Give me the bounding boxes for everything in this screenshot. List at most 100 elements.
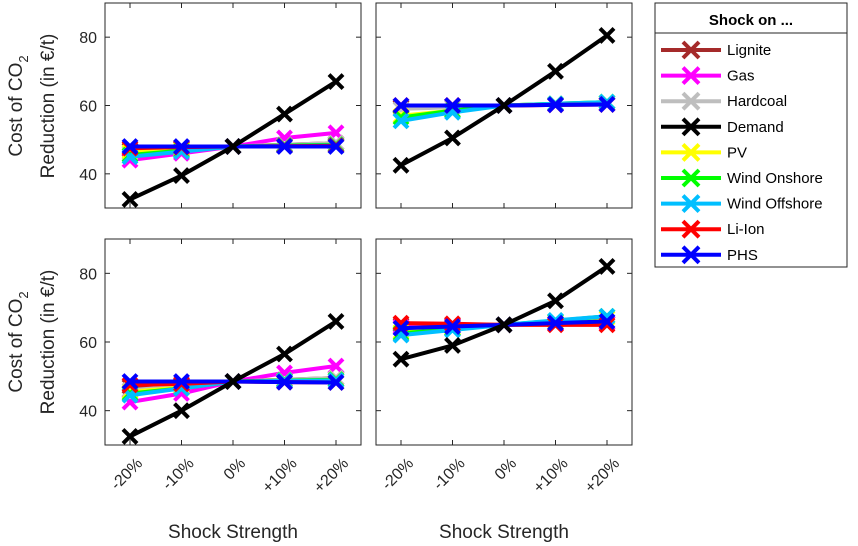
y-axis-title-sub-bottom: 2 — [16, 291, 31, 298]
series-group — [392, 258, 616, 368]
point-demand — [392, 156, 410, 174]
series-group — [392, 27, 616, 174]
point-demand — [547, 292, 564, 310]
point-demand — [121, 428, 139, 445]
point-demand — [598, 258, 616, 275]
legend-entry-lignite: Lignite — [661, 40, 771, 60]
y-axis-title-line1-top: Cost of CO — [6, 63, 27, 157]
legend-marker — [681, 142, 701, 162]
panel-frame — [104, 238, 362, 446]
point-phs — [598, 96, 616, 113]
point-demand — [224, 373, 242, 390]
x-tick-label: -20% — [379, 455, 417, 493]
x-tick-label: -10% — [159, 455, 197, 493]
legend-marker — [681, 168, 701, 188]
plot-panels: 40 60 80 40 60 80 -20% -10% 0% +10% +20% -20% -10% 0%… — [79, 2, 633, 496]
legend-marker — [681, 219, 701, 239]
x-tick-label: +20% — [582, 455, 623, 496]
legend-marker — [681, 194, 701, 214]
point-phs — [327, 374, 345, 391]
legend-label: Lignite — [727, 42, 771, 59]
point-demand — [327, 312, 345, 330]
panel-3: 40 60 80 -20% -10% 0% +10% +20% — [79, 238, 362, 496]
legend-label: PHS — [727, 247, 758, 264]
point-demand — [121, 191, 139, 208]
legend-entry-hardcoal: Hardcoal — [661, 91, 787, 111]
x-tick-label: 0% — [221, 455, 249, 483]
x-tick-label: +10% — [530, 455, 571, 496]
series-group — [121, 73, 345, 208]
point-phs — [392, 97, 410, 114]
x-tick-label: +10% — [259, 455, 300, 496]
y-axis-title-sub-top: 2 — [16, 55, 31, 62]
point-demand — [444, 337, 461, 354]
legend-marker — [681, 245, 701, 265]
panel-frame — [104, 2, 362, 209]
y-tick-label: 40 — [79, 404, 97, 421]
legend-marker — [681, 66, 701, 86]
legend-label: PV — [727, 144, 747, 161]
panel-4: -20% -10% 0% +10% +20% — [375, 238, 633, 496]
x-axis-title-left: Shock Strength — [168, 522, 298, 543]
point-demand — [224, 138, 242, 155]
legend-label: Hardcoal — [727, 93, 787, 110]
point-demand — [495, 316, 513, 334]
legend-entries: Lignite Gas Hardcoal Demand PV Wind Onshore Wi… — [661, 40, 823, 265]
legend-entry-demand: Demand — [661, 117, 784, 137]
legend-entry-gas: Gas — [661, 66, 755, 86]
y-tick-label: 40 — [79, 167, 97, 184]
point-phs — [276, 138, 293, 155]
point-phs — [121, 373, 139, 390]
point-phs — [444, 97, 461, 114]
x-tick-label: 0% — [492, 455, 520, 483]
x-axis-title-right: Shock Strength — [439, 522, 569, 543]
series-group — [121, 312, 345, 445]
y-axis-title-top: Cost of CO2 — [6, 55, 31, 156]
y-axis-title-line2-top: Reduction (in €/t) — [38, 34, 59, 179]
point-demand — [173, 167, 190, 184]
x-tick-label: +20% — [311, 455, 352, 496]
legend-label: Li-Ion — [727, 221, 765, 238]
panel-1: 40 60 80 — [79, 2, 362, 209]
legend-entry-phs: PHS — [661, 245, 758, 265]
point-demand — [392, 350, 410, 368]
y-tick-label: 60 — [79, 335, 97, 352]
legend-label: Gas — [727, 68, 755, 85]
legend-title: Shock on ... — [709, 12, 793, 29]
point-demand — [495, 97, 513, 114]
point-phs — [392, 319, 410, 337]
point-phs — [444, 318, 461, 335]
point-phs — [598, 312, 616, 330]
point-demand — [173, 402, 190, 420]
x-tick-label: -20% — [108, 455, 146, 493]
legend-label: Demand — [727, 119, 784, 136]
legend: Shock on ... Lignite Gas Hardcoal Demand PV W… — [654, 2, 848, 268]
panel-2 — [375, 2, 633, 209]
point-demand — [276, 345, 293, 363]
point-phs — [547, 314, 564, 332]
point-demand — [598, 27, 616, 44]
legend-entry-wind-offshore: Wind Offshore — [661, 194, 823, 214]
panel-frame — [375, 238, 633, 446]
point-phs — [547, 96, 564, 114]
y-tick-label: 80 — [79, 30, 97, 47]
legend-marker — [681, 117, 701, 137]
point-phs — [173, 138, 190, 155]
y-axis-title-line2-bottom: Reduction (in €/t) — [38, 270, 59, 415]
point-demand — [327, 73, 345, 90]
point-phs — [327, 138, 345, 155]
point-phs — [121, 138, 139, 155]
legend-entry-wind-onshore: Wind Onshore — [661, 168, 823, 188]
legend-label: Wind Offshore — [727, 196, 823, 213]
point-wind-offshore — [392, 112, 410, 130]
point-phs — [276, 373, 293, 391]
point-demand — [276, 105, 293, 123]
legend-marker — [681, 91, 701, 111]
point-demand — [547, 62, 564, 80]
point-phs — [173, 373, 190, 390]
legend-marker — [681, 40, 701, 60]
y-tick-label: 80 — [79, 266, 97, 283]
x-tick-label: -10% — [430, 455, 468, 493]
legend-entry-li-ion: Li-Ion — [661, 219, 765, 239]
